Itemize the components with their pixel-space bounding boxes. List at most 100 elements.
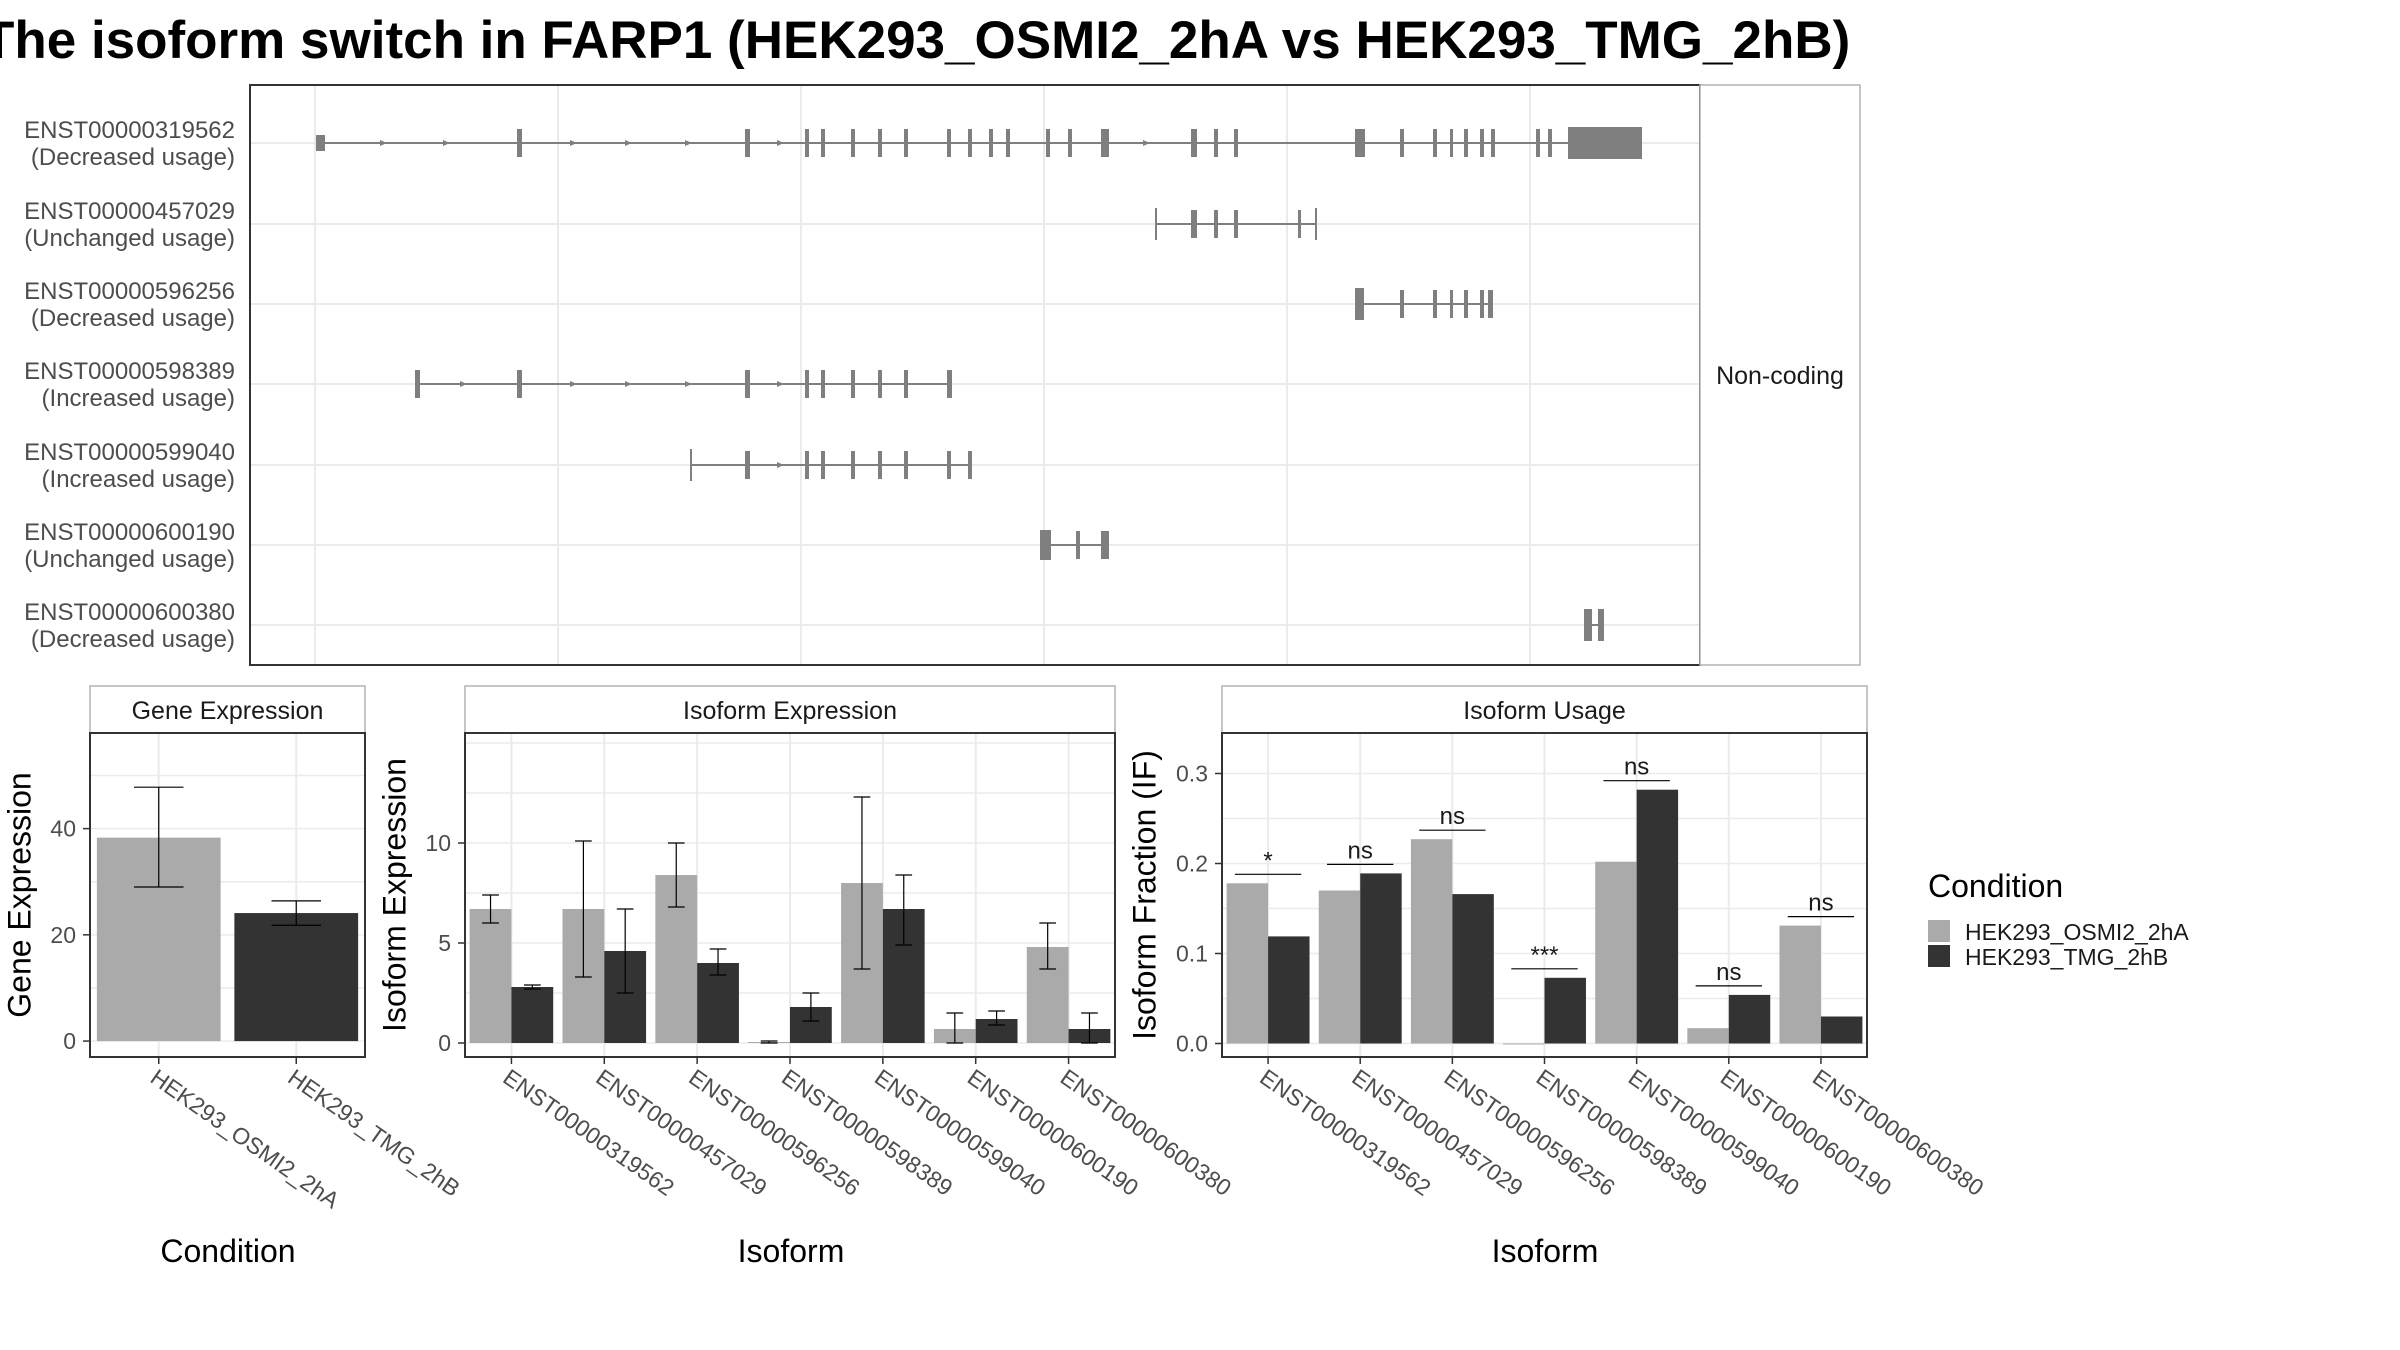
x-axis-title: Condition [160, 1233, 295, 1269]
exon-block [1040, 530, 1051, 560]
x-tick-label: ENST00000599040 [870, 1064, 1050, 1201]
legend-swatch-condition-a [1928, 920, 1950, 942]
transcript-usage-label: (Unchanged usage) [24, 546, 235, 573]
transcript-model [1355, 288, 1493, 320]
exon-block [878, 370, 882, 398]
strand-arrow [777, 140, 784, 146]
bar [1687, 1028, 1729, 1044]
structure-strip-label: Non-coding [1716, 362, 1844, 390]
x-tick-label: ENST00000600190 [1716, 1064, 1896, 1201]
exon-block [947, 370, 952, 398]
exon-block [904, 451, 908, 479]
x-tick-label: ENST00000596256 [1439, 1064, 1619, 1201]
exon-block [1101, 129, 1109, 157]
y-tick-label: 0.2 [1176, 851, 1208, 877]
significance-label: * [1263, 847, 1272, 874]
x-tick-label: ENST00000319562 [499, 1064, 679, 1201]
bar [511, 987, 554, 1043]
exon-block [316, 135, 325, 151]
exon-block [1355, 129, 1365, 157]
transcript-labels: ENST00000319562(Decreased usage)ENST0000… [24, 117, 235, 653]
exon-block [1400, 290, 1404, 318]
transcript-id-label: ENST00000457029 [24, 198, 235, 225]
bar [1318, 890, 1361, 1044]
panel-title: Isoform Expression [683, 697, 897, 725]
exon-block [904, 129, 908, 157]
bar [1268, 936, 1310, 1044]
transcript-model [415, 370, 952, 398]
bar [469, 909, 512, 1043]
x-tick-label: ENST00000598389 [1532, 1064, 1712, 1201]
x-tick-label: ENST00000457029 [1347, 1064, 1527, 1201]
strand-arrow [777, 381, 784, 387]
significance-annotation: ns [1419, 803, 1486, 831]
bar [1452, 894, 1494, 1044]
exon-block [1464, 129, 1468, 157]
x-axis-title: Isoform [738, 1233, 845, 1269]
strand-arrow [460, 381, 467, 387]
significance-annotation: ns [1603, 754, 1670, 782]
exon-block [1433, 129, 1437, 157]
bar [1728, 994, 1771, 1044]
x-tick-label: ENST00000600380 [1056, 1064, 1236, 1201]
y-axis-title: Gene Expression [1, 772, 37, 1017]
exon-block [878, 129, 882, 157]
bar [697, 963, 739, 1043]
exon-block [989, 129, 993, 157]
transcript-id-label: ENST00000598389 [24, 358, 235, 385]
significance-label: ns [1808, 890, 1833, 917]
exon-block [821, 370, 825, 398]
strand-arrow [685, 140, 692, 146]
exon-block [1568, 127, 1642, 159]
exon-block [805, 370, 809, 398]
exon-block [878, 451, 882, 479]
significance-label: ns [1624, 754, 1649, 781]
structure-plot-background [250, 85, 1700, 665]
legend-label-condition-a: HEK293_OSMI2_2hA [1965, 919, 2189, 945]
exon-block [1598, 609, 1604, 641]
error-bar [523, 984, 541, 990]
isoform-expression-panel: Isoform Expression0510ENST00000319562ENS… [376, 685, 1236, 1269]
error-bar [1081, 1012, 1098, 1044]
bar [1636, 789, 1679, 1044]
exon-block [1450, 129, 1453, 157]
error-bar [802, 992, 820, 1022]
transcript-usage-label: (Increased usage) [42, 466, 235, 493]
strand-arrow [380, 140, 387, 146]
panel-border [89, 732, 366, 1058]
strand-arrow [570, 381, 577, 387]
bar [1820, 1016, 1863, 1044]
y-tick-label: 10 [425, 830, 451, 856]
bar [1503, 1043, 1545, 1045]
transcript-tracks [316, 127, 1642, 641]
transcript-model [316, 127, 1642, 159]
bar [1360, 873, 1402, 1044]
bar [1226, 883, 1269, 1044]
exon-block [415, 370, 420, 398]
exon-block [1046, 129, 1050, 157]
legend-label-condition-b: HEK293_TMG_2hB [1965, 944, 2168, 970]
y-tick-label: 5 [438, 930, 451, 956]
exon-block [1488, 290, 1493, 318]
strand-arrow [777, 462, 784, 468]
bar [1410, 839, 1453, 1044]
transcript-id-label: ENST00000600380 [24, 599, 235, 626]
error-bar [271, 900, 321, 926]
error-bar [988, 1010, 1005, 1026]
bar [1779, 925, 1821, 1044]
panel-title: Gene Expression [132, 697, 324, 725]
y-tick-label: 20 [50, 922, 76, 948]
panel-strip [89, 685, 366, 734]
legend-title: Condition [1928, 868, 2063, 904]
significance-annotation: ns [1327, 837, 1394, 866]
bar [1595, 861, 1637, 1044]
y-tick-label: 0 [63, 1028, 76, 1054]
exon-block [947, 129, 951, 157]
exon-block [947, 451, 951, 479]
y-tick-label: 0.1 [1176, 941, 1208, 967]
exon-block [1214, 129, 1218, 157]
strand-arrow [625, 381, 632, 387]
exon-block [1548, 129, 1552, 157]
transcript-usage-label: (Increased usage) [42, 385, 235, 412]
